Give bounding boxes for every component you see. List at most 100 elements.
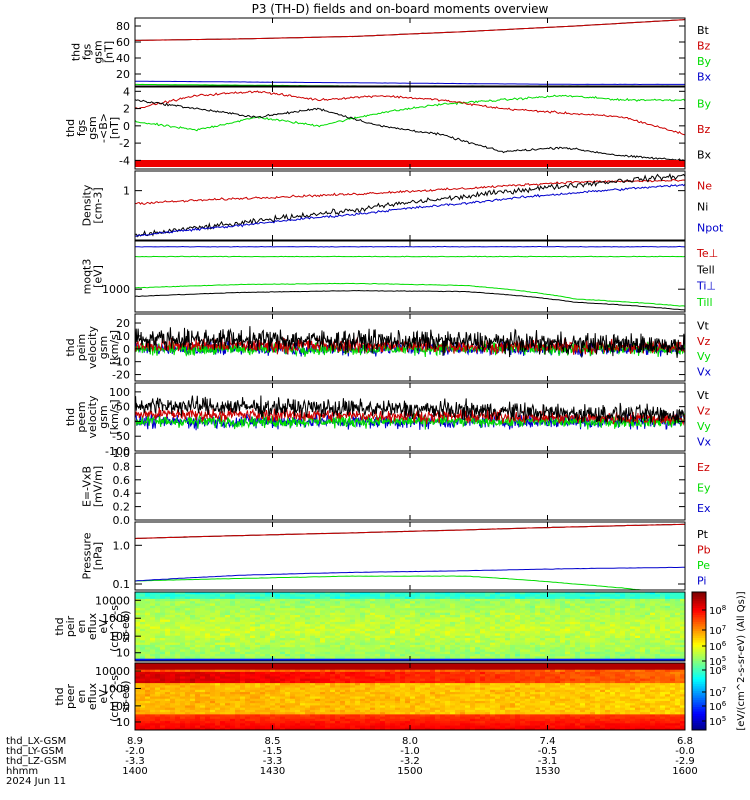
heatmap-cell [175, 654, 181, 657]
heatmap-cell [535, 594, 541, 597]
heatmap-cell [350, 658, 356, 661]
heatmap-cell [410, 601, 416, 604]
heatmap-cell [240, 705, 246, 709]
heatmap-cell [445, 633, 451, 637]
heatmap-cell [180, 714, 186, 717]
heatmap-cell [230, 608, 236, 611]
heatmap-cell [310, 615, 316, 618]
heatmap-cell [595, 594, 601, 597]
heatmap-cell [155, 651, 161, 655]
heatmap-cell [305, 649, 311, 653]
heatmap-cell [205, 658, 211, 661]
heatmap-cell [175, 592, 181, 595]
heatmap-cell [170, 612, 176, 616]
heatmap-cell [440, 638, 446, 641]
heatmap-cell [480, 631, 486, 634]
heatmap-cell [500, 628, 506, 632]
heatmap-cell [170, 635, 176, 639]
heatmap-cell [680, 626, 685, 630]
heatmap-cell [375, 598, 381, 602]
heatmap-cell [165, 667, 171, 671]
heatmap-cell [335, 633, 341, 637]
heatmap-cell [495, 651, 501, 655]
heatmap-cell [480, 610, 486, 614]
heatmap-cell [345, 714, 351, 717]
heatmap-cell [185, 689, 191, 693]
heatmap-cell [300, 594, 306, 597]
heatmap-cell [485, 635, 491, 639]
heatmap-cell [375, 633, 381, 637]
heatmap-cell [200, 649, 206, 653]
heatmap-cell [295, 631, 301, 634]
heatmap-cell [145, 694, 151, 697]
heatmap-cell [170, 716, 176, 720]
heatmap-cell [600, 621, 606, 625]
heatmap-cell [220, 676, 226, 680]
heatmap-cell [635, 615, 641, 618]
heatmap-cell [310, 687, 316, 691]
heatmap-cell [365, 608, 371, 611]
heatmap-cell [460, 601, 466, 604]
heatmap-cell [655, 635, 661, 639]
heatmap-cell [430, 624, 436, 627]
heatmap-cell [160, 624, 166, 627]
heatmap-cell [475, 644, 481, 648]
heatmap-cell [530, 603, 536, 607]
heatmap-cell [595, 633, 601, 637]
heatmap-cell [295, 628, 301, 632]
y-tick-label: 0 [123, 120, 130, 133]
heatmap-cell [175, 619, 181, 623]
heatmap-cell [260, 617, 266, 620]
heatmap-cell [345, 676, 351, 680]
heatmap-cell [355, 709, 361, 713]
heatmap-cell [590, 608, 596, 611]
heatmap-cell [670, 608, 676, 611]
heatmap-cell [660, 633, 666, 637]
heatmap-cell [655, 656, 661, 660]
heatmap-cell [295, 680, 301, 684]
heatmap-cell [180, 727, 186, 730]
heatmap-cell [485, 601, 491, 604]
heatmap-cell [220, 683, 226, 686]
heatmap-cell [260, 683, 266, 686]
heatmap-cell [200, 700, 206, 704]
heatmap-cell [635, 628, 641, 632]
heatmap-cell [325, 635, 331, 639]
heatmap-cell [160, 687, 166, 691]
heatmap-cell [350, 594, 356, 597]
heatmap-cell [370, 626, 376, 630]
heatmap-cell [340, 712, 346, 715]
heatmap-cell [200, 665, 206, 668]
heatmap-cell [390, 644, 396, 648]
heatmap-cell [415, 647, 421, 650]
ylabel-line: gsm [97, 405, 110, 428]
heatmap-cell [275, 626, 281, 630]
heatmap-cell [345, 700, 351, 704]
heatmap-cell [205, 617, 211, 620]
heatmap-cell [170, 642, 176, 646]
heatmap-cell [675, 617, 681, 620]
heatmap-cell [145, 603, 151, 607]
heatmap-cell [665, 601, 671, 604]
heatmap-cell [530, 654, 536, 657]
heatmap-cell [170, 663, 176, 666]
heatmap-cell [555, 640, 561, 643]
heatmap-cell [570, 658, 576, 661]
heatmap-cell [165, 663, 171, 666]
heatmap-cell [540, 633, 546, 637]
heatmap-cell [240, 626, 246, 630]
heatmap-cell [660, 619, 666, 623]
heatmap-cell [195, 594, 201, 597]
heatmap-cell [605, 608, 611, 611]
heatmap-cell [515, 594, 521, 597]
heatmap-cell [285, 640, 291, 643]
heatmap-cell [275, 642, 281, 646]
heatmap-cell [415, 628, 421, 632]
heatmap-cell [510, 615, 516, 618]
heatmap-cell [205, 671, 211, 675]
heatmap-cell [480, 649, 486, 653]
heatmap-cell [315, 676, 321, 680]
heatmap-cell [210, 678, 216, 682]
heatmap-cell [660, 598, 666, 602]
heatmap-cell [150, 596, 156, 600]
